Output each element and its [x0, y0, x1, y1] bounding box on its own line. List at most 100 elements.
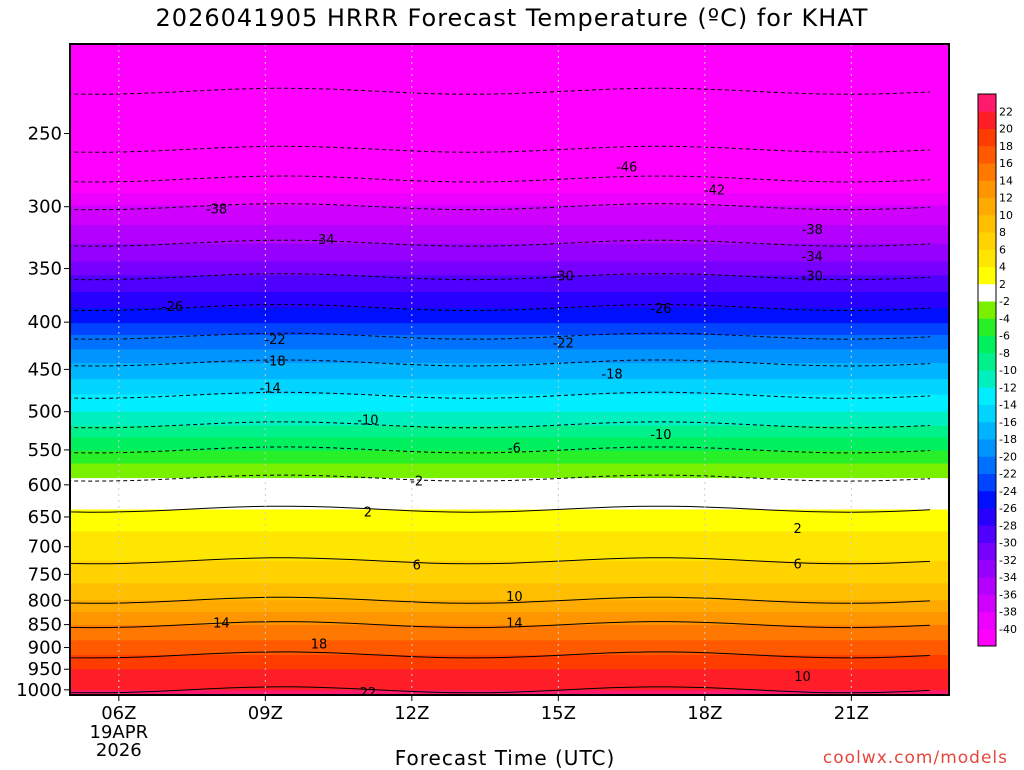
- colorbar-swatch: [978, 128, 996, 147]
- temperature-band: [70, 365, 949, 370]
- x-tick-label: 18Z: [687, 703, 722, 724]
- temperature-band: [70, 439, 949, 443]
- colorbar-label: -10: [999, 364, 1017, 377]
- temperature-band: [70, 49, 949, 57]
- y-tick-label: 300: [28, 197, 62, 218]
- temperature-band: [70, 486, 949, 489]
- temperature-band: [70, 363, 949, 367]
- temperature-band: [70, 516, 949, 520]
- temperature-band: [70, 669, 949, 672]
- temperature-band: [70, 584, 949, 588]
- temperature-band: [70, 217, 949, 222]
- temperature-band: [70, 607, 949, 610]
- temperature-band: [70, 572, 949, 575]
- temperature-band: [70, 430, 949, 434]
- temperature-band: [70, 396, 949, 401]
- temperature-band: [70, 247, 949, 252]
- temperature-band: [70, 232, 949, 237]
- temperature-band: [70, 67, 949, 74]
- contour-label: 10: [506, 590, 523, 605]
- temperature-band: [70, 609, 949, 612]
- temperature-band: [70, 623, 949, 626]
- colorbar-swatch: [978, 283, 996, 302]
- colorbar-swatch: [978, 628, 996, 647]
- temperature-band: [70, 428, 949, 432]
- temperature-band: [70, 490, 949, 493]
- temperature-band: [70, 619, 949, 622]
- colorbar-frame: [977, 93, 997, 647]
- temperature-band: [70, 674, 949, 677]
- temperature-band: [70, 271, 949, 276]
- temperature-band: [70, 648, 949, 651]
- y-tick-label: 500: [28, 402, 62, 423]
- temperature-band: [70, 261, 949, 266]
- temperature-band: [70, 349, 949, 353]
- temperature-band: [70, 110, 949, 117]
- temperature-band: [70, 649, 949, 652]
- temperature-band: [70, 471, 949, 475]
- temperature-band: [70, 613, 949, 616]
- temperature-band: [70, 414, 949, 418]
- contour-label: 22: [360, 686, 377, 701]
- contour-label: -22: [264, 333, 285, 348]
- temperature-band: [70, 670, 949, 673]
- contour-label: -22: [553, 337, 574, 352]
- temperature-band: [70, 184, 949, 190]
- temperature-contour: [70, 651, 931, 659]
- temperature-band: [70, 638, 949, 641]
- temperature-band: [70, 265, 949, 270]
- y-tick-label: 900: [28, 638, 62, 659]
- temperature-band: [70, 690, 949, 693]
- temperature-band: [70, 664, 949, 667]
- y-tick-label: 400: [28, 312, 62, 333]
- temperature-band: [70, 268, 949, 273]
- contour-label: -46: [616, 160, 637, 175]
- colorbar-label: 14: [999, 174, 1013, 187]
- y-tick-label: 950: [28, 659, 62, 680]
- temperature-band: [70, 616, 949, 619]
- temperature-band: [70, 314, 949, 318]
- temperature-band: [70, 285, 949, 290]
- temperature-band: [70, 411, 949, 415]
- temperature-band: [70, 652, 949, 655]
- temperature-band: [70, 89, 949, 96]
- contour-label: -30: [802, 270, 823, 285]
- temperature-band: [70, 634, 949, 637]
- x-tick-label: 06Z: [101, 703, 136, 724]
- temperature-band: [70, 94, 949, 101]
- temperature-band: [70, 511, 949, 514]
- temperature-band: [70, 418, 949, 422]
- colorbar-swatch: [978, 594, 996, 612]
- temperature-band: [70, 360, 949, 364]
- temperature-band: [70, 357, 949, 361]
- colorbar-swatch: [978, 266, 996, 285]
- y-tick-label: 1000: [16, 680, 62, 701]
- temperature-band: [70, 496, 949, 499]
- temperature-band: [70, 641, 949, 644]
- temperature-band: [70, 583, 949, 586]
- temperature-band: [70, 457, 949, 460]
- y-tick-label: 750: [28, 564, 62, 585]
- colorbar-swatch: [978, 111, 996, 129]
- temperature-band: [70, 552, 949, 555]
- temperature-band: [70, 671, 949, 674]
- temperature-band: [70, 409, 949, 413]
- temperature-band: [70, 213, 949, 218]
- temperature-band: [70, 205, 949, 210]
- temperature-band: [70, 459, 949, 463]
- temperature-band: [70, 332, 949, 336]
- colorbar-swatch: [978, 559, 996, 578]
- temperature-band: [70, 120, 949, 127]
- chart-title: 2026041905 HRRR Forecast Temperature (ºC…: [155, 4, 869, 32]
- colorbar-label: -28: [999, 519, 1017, 532]
- temperature-band: [70, 304, 949, 309]
- temperature-band: [70, 533, 949, 536]
- temperature-band: [70, 645, 949, 648]
- temperature-band: [70, 547, 949, 550]
- temperature-band: [70, 254, 949, 259]
- colorbar-label: 8: [999, 226, 1006, 239]
- colorbar-label: -36: [999, 588, 1017, 601]
- x-tick-label: 12Z: [394, 703, 429, 724]
- temperature-band: [70, 536, 949, 540]
- temperature-contour: [70, 391, 931, 399]
